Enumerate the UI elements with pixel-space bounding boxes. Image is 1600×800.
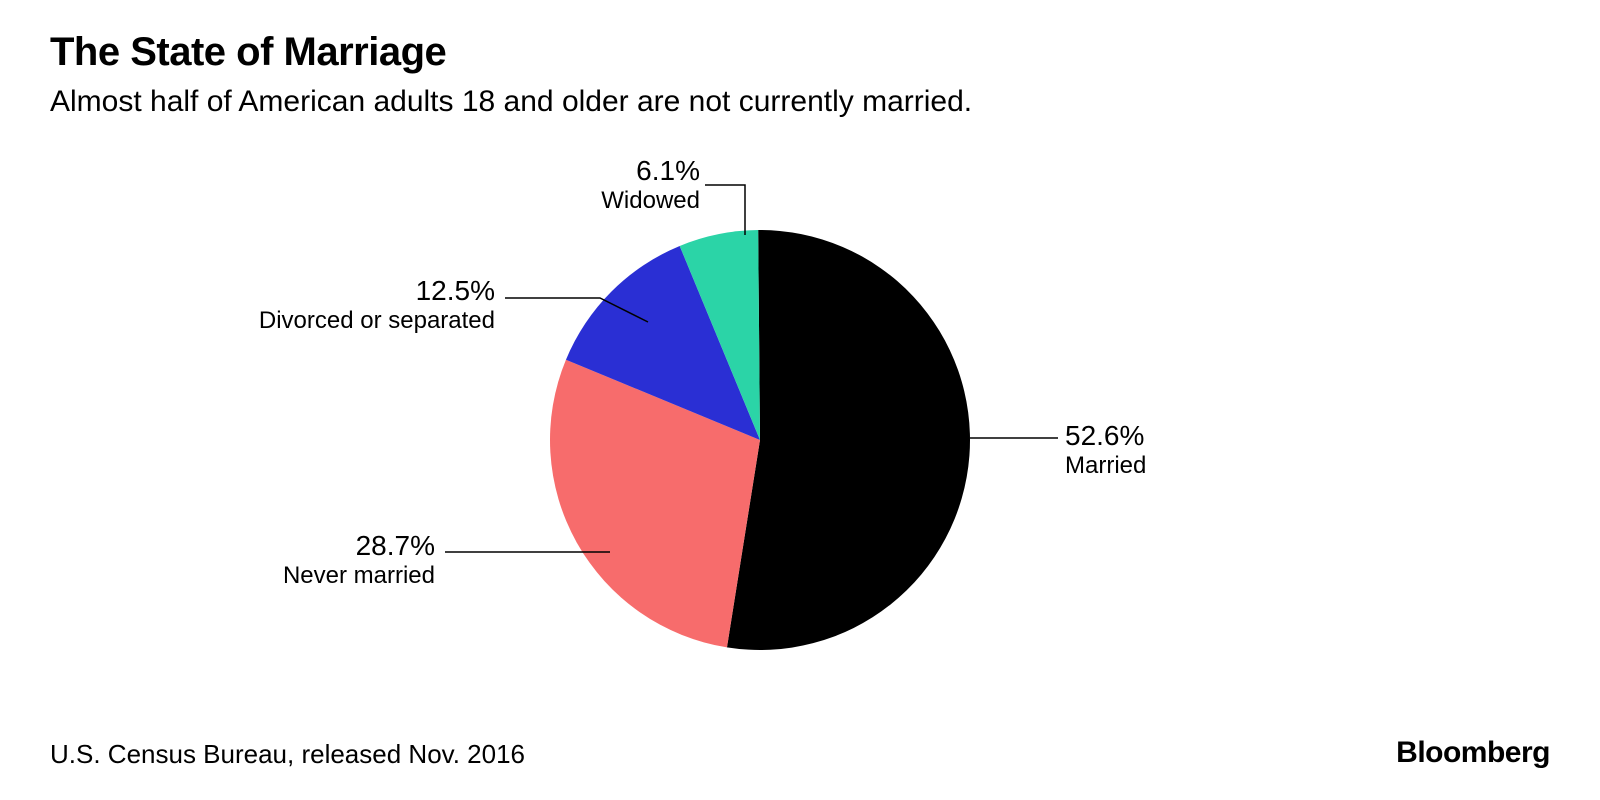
brand-logo-text: Bloomberg [1396, 736, 1550, 770]
source-text: U.S. Census Bureau, released Nov. 2016 [50, 739, 525, 770]
callout-widowed-pct: 6.1% [601, 155, 700, 187]
leader-line [705, 185, 745, 235]
pie-slice [727, 230, 970, 650]
callout-never-married-label: Never married [283, 562, 435, 590]
callout-divorced: 12.5% Divorced or separated [259, 275, 495, 335]
callout-married: 52.6% Married [1065, 420, 1146, 480]
callout-married-pct: 52.6% [1065, 420, 1146, 452]
pie-chart [0, 0, 1600, 800]
callout-divorced-label: Divorced or separated [259, 307, 495, 335]
chart-container: The State of Marriage Almost half of Ame… [0, 0, 1600, 800]
callout-married-label: Married [1065, 452, 1146, 480]
callout-never-married-pct: 28.7% [283, 530, 435, 562]
callout-divorced-pct: 12.5% [259, 275, 495, 307]
callout-never-married: 28.7% Never married [283, 530, 435, 590]
callout-widowed: 6.1% Widowed [601, 155, 700, 215]
callout-widowed-label: Widowed [601, 187, 700, 215]
